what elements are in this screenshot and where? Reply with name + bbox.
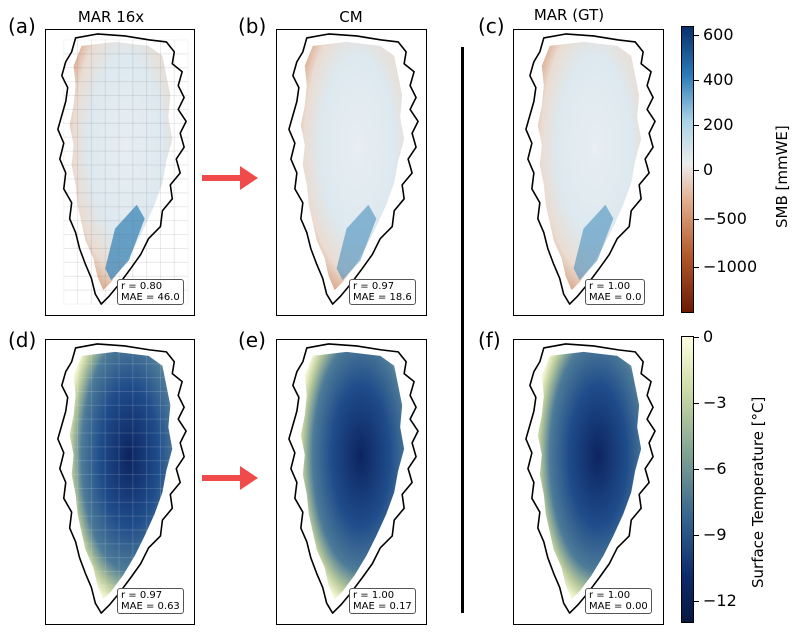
- stat-box-a: r = 0.80 MAE = 46.0: [117, 279, 184, 305]
- smb-colorbar: [681, 26, 694, 313]
- coastline: [57, 33, 187, 305]
- temp-tick: −6: [703, 459, 727, 478]
- panel-a-title: MAR 16x: [77, 8, 145, 26]
- panel-b-label: (b): [238, 14, 267, 38]
- panel-a-label: (a): [8, 14, 36, 38]
- panel-d-label: (d): [8, 328, 37, 352]
- ice-sheet-field: [300, 351, 405, 600]
- stat-box-b: r = 0.97 MAE = 18.6: [349, 279, 416, 305]
- coastline: [525, 33, 656, 305]
- panel-c-label: (c): [478, 14, 505, 38]
- ice-sheet-field: [537, 41, 642, 291]
- arrow-right-icon: [202, 466, 258, 490]
- stat-box-c: r = 1.00 MAE = 0.0: [585, 279, 646, 305]
- ice-sheet-field: [300, 41, 405, 291]
- panel-e-map: [276, 339, 427, 625]
- accumulation-zone: [336, 204, 377, 281]
- separator-line: [461, 47, 464, 613]
- coastline: [288, 33, 419, 305]
- coastline: [57, 343, 187, 614]
- temperature-colorbar: [681, 336, 694, 623]
- smb-colorbar-label: SMB [mmWE]: [773, 125, 791, 228]
- stat-box-d: r = 0.97 MAE = 0.63: [117, 588, 184, 614]
- temp-tick: 0: [703, 327, 714, 346]
- temperature-colorbar-label: Surface Temperature [°C]: [749, 396, 767, 588]
- smb-tick: −1000: [703, 257, 758, 276]
- panel-d-map: [45, 339, 195, 625]
- arrow-right-icon: [202, 166, 258, 190]
- panel-f-label: (f): [478, 328, 501, 352]
- smb-tick: 0: [703, 160, 714, 179]
- ice-sheet-field: [69, 41, 173, 291]
- accumulation-zone: [573, 204, 614, 281]
- temp-tick: −3: [703, 393, 727, 412]
- coastline: [525, 343, 656, 614]
- smb-tick: 600: [703, 25, 734, 44]
- panel-c-title: MAR (GT): [533, 6, 605, 24]
- smb-tick: 400: [703, 70, 734, 89]
- temp-tick: −12: [703, 591, 737, 610]
- accumulation-zone: [105, 204, 145, 281]
- ice-sheet-field: [69, 351, 173, 600]
- panel-b-title: CM: [339, 8, 363, 26]
- panel-c-map: [513, 29, 664, 316]
- stat-box-e: r = 1.00 MAE = 0.17: [349, 588, 416, 614]
- coastline: [288, 343, 419, 614]
- panel-e-label: (e): [238, 328, 266, 352]
- smb-tick: −500: [703, 209, 747, 228]
- panel-b-map: [276, 29, 427, 316]
- ice-sheet-field: [537, 351, 642, 600]
- stat-box-f: r = 1.00 MAE = 0.00: [585, 588, 652, 614]
- panel-a-map: [45, 29, 195, 316]
- smb-tick: 200: [703, 115, 734, 134]
- panel-f-map: [513, 339, 664, 625]
- temp-tick: −9: [703, 525, 727, 544]
